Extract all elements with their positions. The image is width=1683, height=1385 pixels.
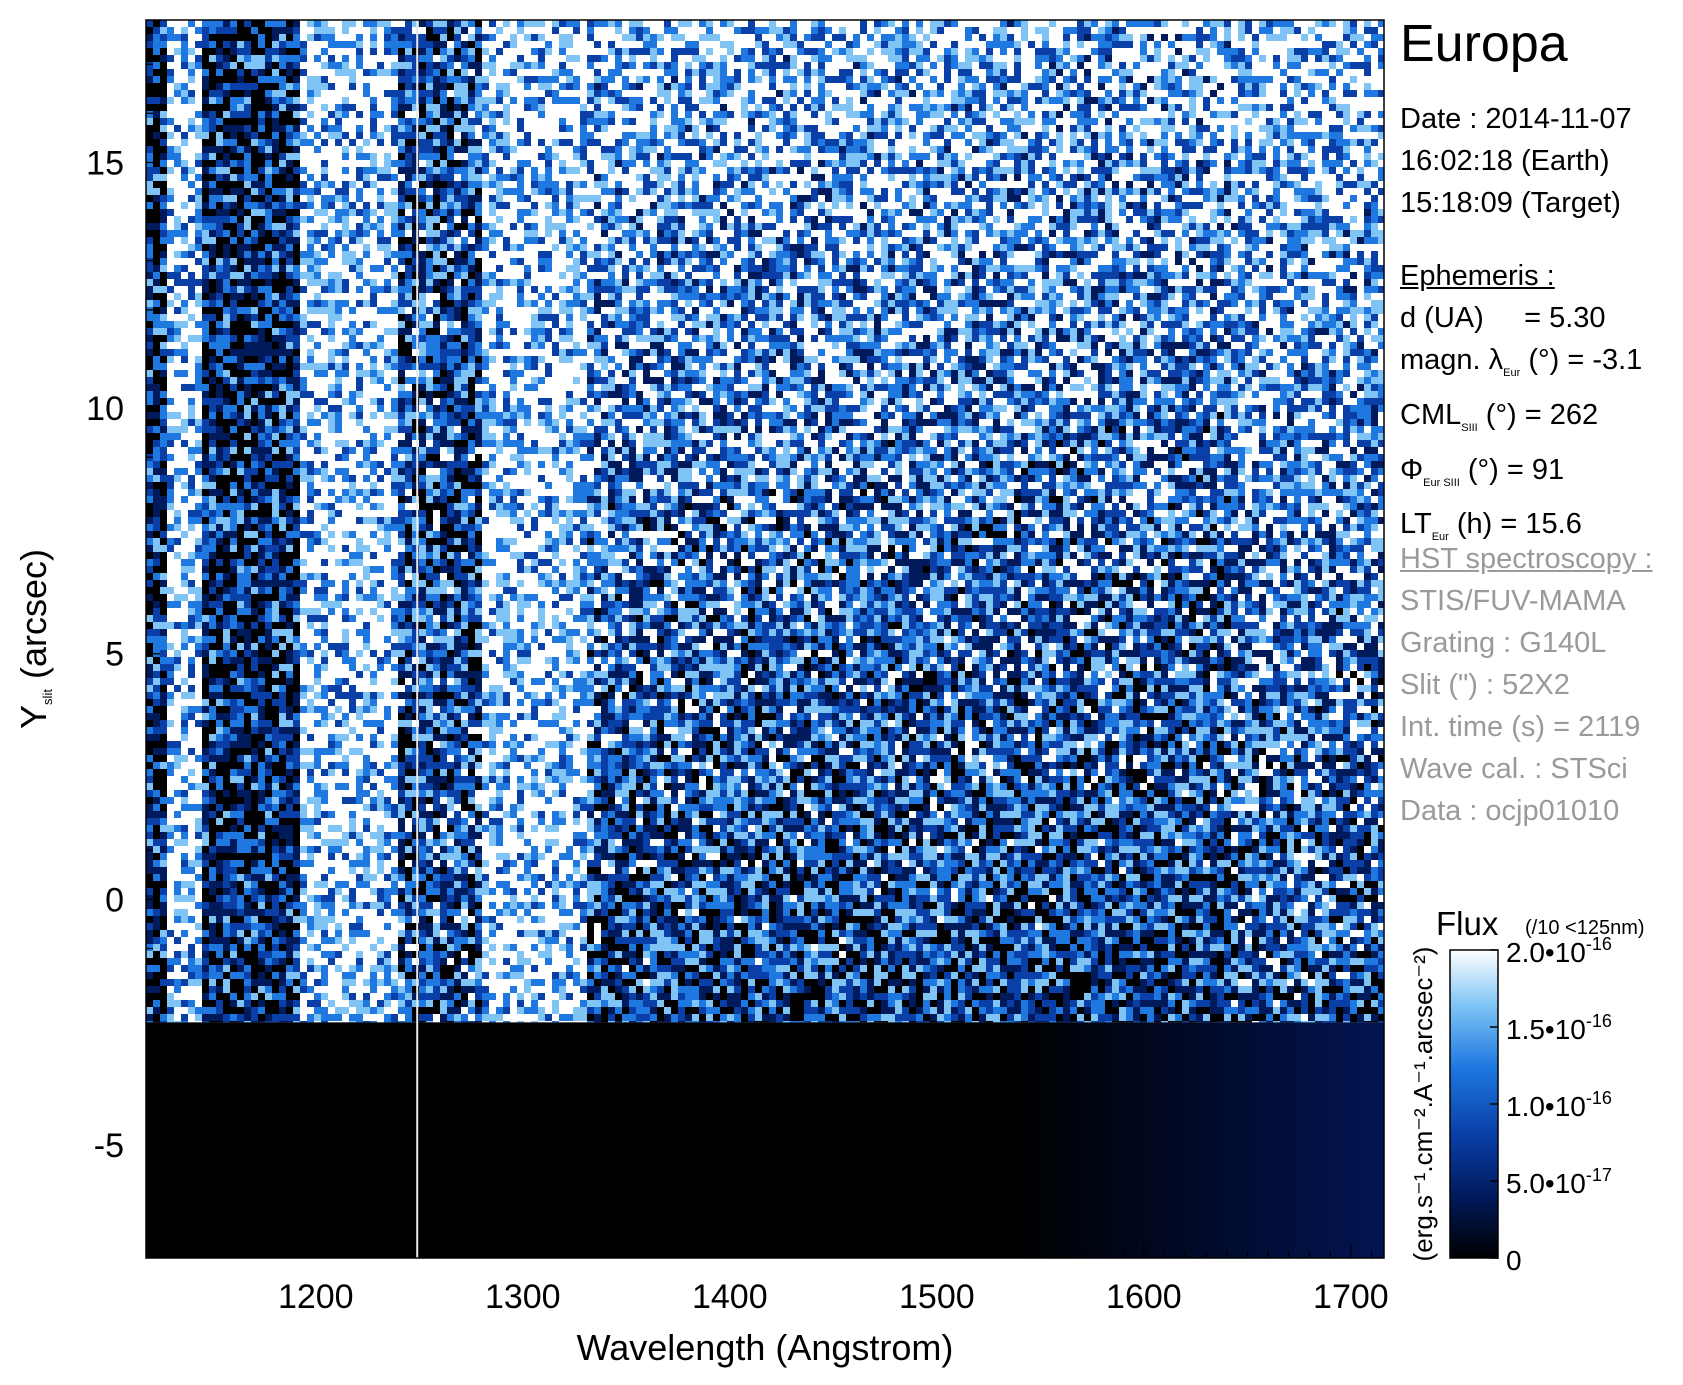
- data-id-line: Data : ocjp01010: [1400, 795, 1620, 827]
- distance-line: d (UA) = 5.30: [1400, 297, 1642, 339]
- y-axis-label-main: Y: [13, 705, 54, 729]
- cml-label: CML: [1400, 398, 1462, 431]
- colorbar-tick-label: 0: [1506, 1245, 1522, 1276]
- hst-block: HST spectroscopy : STIS/FUV-MAMA Grating…: [1400, 538, 1653, 832]
- magnetic-latitude-line: magn. λEur (°) = -3.1: [1400, 339, 1642, 394]
- colorbar-title: Flux: [1436, 905, 1499, 942]
- y-tick-label: 15: [86, 144, 124, 182]
- target-title: Europa: [1400, 15, 1568, 73]
- lt-sub: Eur: [1431, 531, 1449, 544]
- colorbar-ticks: 2.0•10-16 1.5•10-16 1.0•10-16 5.0•10-17 0: [1490, 934, 1612, 1276]
- x-tick-label: 1200: [278, 1278, 354, 1316]
- axes: 1200 1300 1400 1500 1600 1700 -5 0 5 10 15: [86, 63, 1389, 1316]
- below-slit-region: [146, 1022, 1384, 1258]
- magn-sub: Eur: [1503, 366, 1521, 379]
- y-tick-label: -5: [94, 1127, 124, 1165]
- colorbar-tick-label: 5.0•10-17: [1506, 1165, 1612, 1199]
- ephemeris-block: Ephemeris : d (UA) = 5.30 magn. λEur (°)…: [1400, 255, 1642, 558]
- colorbar-tick-label: 1.5•10-16: [1506, 1011, 1612, 1045]
- instrument-line: STIS/FUV-MAMA: [1400, 585, 1626, 617]
- hst-header: HST spectroscopy :: [1400, 543, 1653, 575]
- observation-info: Date : 2014-11-07 16:02:18 (Earth) 15:18…: [1400, 98, 1632, 224]
- distance-label: d (UA): [1400, 302, 1484, 334]
- intensity-level-0: [146, 20, 1384, 1023]
- y-axis-label-sub: slit: [40, 689, 55, 705]
- magn-label: magn. λ: [1400, 344, 1504, 376]
- x-tick-label: 1600: [1106, 1278, 1182, 1316]
- magn-value: (°) = -3.1: [1520, 344, 1643, 376]
- lt-value: (h) = 15.6: [1448, 508, 1582, 541]
- x-axis-label: Wavelength (Angstrom): [577, 1327, 954, 1368]
- target-time: 15:18:09 (Target): [1400, 187, 1621, 219]
- grating-line: Grating : G140L: [1400, 627, 1607, 659]
- cml-sub: SIII: [1461, 421, 1478, 434]
- x-tick-label: 1700: [1313, 1278, 1389, 1316]
- phi-label: Φ: [1400, 453, 1424, 486]
- x-tick-label: 1300: [485, 1278, 561, 1316]
- spectral-image: [146, 20, 1384, 1258]
- earth-time: 16:02:18 (Earth): [1400, 145, 1610, 177]
- y-axis-label-tail: (arcsec): [13, 549, 54, 689]
- intensity-level-4: [146, 20, 1384, 1023]
- colorbar: Flux (/10 <125nm) (erg.s⁻¹.cm⁻².A⁻¹.arcs…: [1408, 905, 1645, 1276]
- y-tick-label: 5: [105, 636, 124, 674]
- cml-value: (°) = 262: [1477, 398, 1599, 431]
- y-axis-label: Yslit (arcsec): [13, 549, 55, 729]
- intensity-level-2: [146, 20, 1384, 1023]
- colorbar-tick-label: 1.0•10-16: [1506, 1088, 1612, 1122]
- colorbar-tick-label: 2.0•10-16: [1506, 934, 1612, 968]
- x-tick-label: 1400: [692, 1278, 768, 1316]
- colorbar-gradient: [1449, 949, 1499, 1259]
- colorbar-unit-label: (erg.s⁻¹.cm⁻².A⁻¹.arcsec⁻²): [1408, 947, 1438, 1262]
- phi-sub: Eur SIII: [1423, 476, 1460, 489]
- phi-line: ΦEur SIII (°) = 91: [1400, 449, 1642, 504]
- intensity-level-3: [146, 20, 1384, 1023]
- x-tick-label: 1500: [899, 1278, 975, 1316]
- wave-cal-line: Wave cal. : STSci: [1400, 753, 1628, 785]
- distance-value: = 5.30: [1524, 302, 1606, 334]
- intensity-level-5: [167, 20, 1384, 1023]
- local-time-line: LTEur (h) = 15.6: [1400, 503, 1642, 558]
- y-tick-label: 10: [86, 390, 124, 428]
- slit-line: Slit (") : 52X2: [1400, 669, 1570, 701]
- date-line: Date : 2014-11-07: [1400, 103, 1632, 135]
- colorbar-note: (/10 <125nm): [1525, 917, 1645, 939]
- cml-line: CMLSIII (°) = 262: [1400, 394, 1642, 449]
- y-tick-label: 0: [105, 881, 124, 919]
- phi-value: (°) = 91: [1459, 453, 1565, 486]
- int-time-line: Int. time (s) = 2119: [1400, 711, 1641, 743]
- ephemeris-header: Ephemeris :: [1400, 260, 1555, 292]
- plot-frame: [145, 19, 1385, 1259]
- lt-label: LT: [1400, 508, 1432, 541]
